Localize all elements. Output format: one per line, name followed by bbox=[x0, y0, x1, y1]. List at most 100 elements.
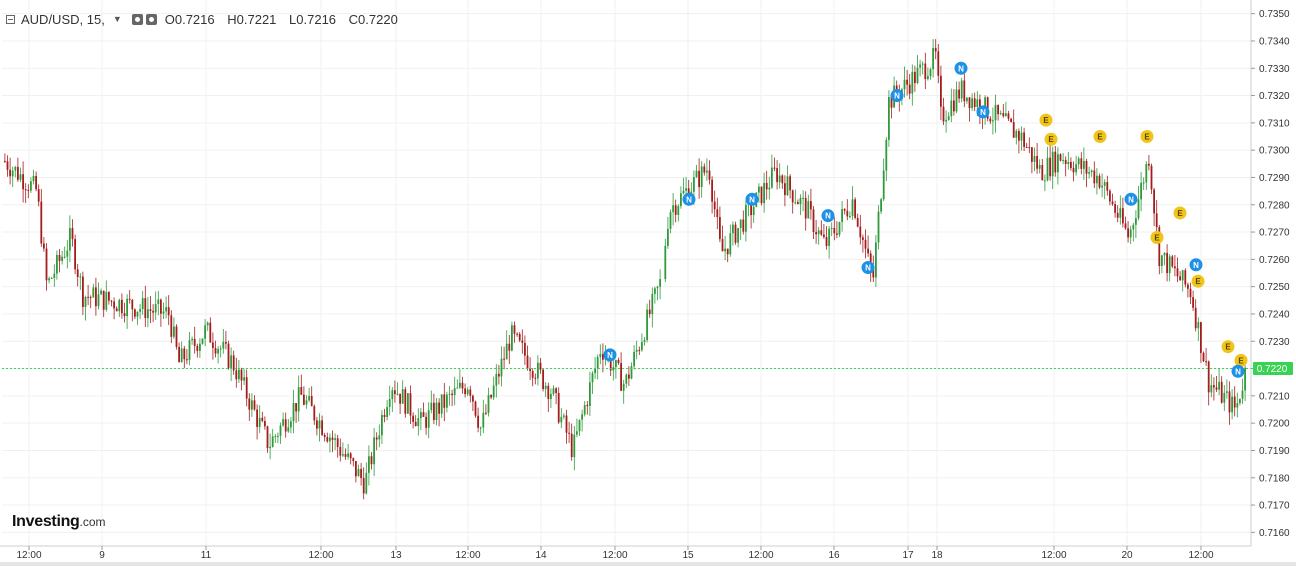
candle bbox=[50, 276, 53, 280]
candle-body bbox=[407, 393, 409, 414]
candle-body bbox=[381, 414, 383, 436]
candle bbox=[368, 445, 370, 486]
candle-body bbox=[1114, 204, 1116, 213]
collapse-icon[interactable] bbox=[6, 14, 15, 24]
candle-body bbox=[310, 396, 313, 407]
news-marker[interactable]: N bbox=[745, 192, 759, 206]
candle-body bbox=[799, 197, 802, 205]
candle bbox=[942, 97, 945, 126]
candle bbox=[282, 412, 284, 427]
candle bbox=[594, 357, 596, 379]
economic-event-marker[interactable]: E bbox=[1140, 130, 1154, 143]
economic-event-marker[interactable]: E bbox=[1234, 353, 1248, 367]
candle bbox=[482, 399, 485, 434]
economic-event-marker[interactable]: E bbox=[1039, 113, 1053, 127]
candle bbox=[646, 303, 648, 343]
candle-body bbox=[386, 407, 388, 418]
candle-body bbox=[838, 221, 841, 235]
news-marker[interactable]: N bbox=[603, 348, 617, 362]
news-marker[interactable]: N bbox=[821, 209, 835, 223]
candle bbox=[1044, 174, 1046, 192]
x-tick-label: 12:00 bbox=[455, 550, 480, 561]
candle-body bbox=[344, 454, 347, 457]
candle-body bbox=[1142, 182, 1145, 184]
candle bbox=[724, 235, 726, 261]
candle-body bbox=[37, 189, 40, 202]
economic-event-marker[interactable]: E bbox=[1150, 231, 1164, 245]
candle-body bbox=[149, 309, 152, 311]
price-axis[interactable] bbox=[1251, 0, 1296, 546]
candle bbox=[472, 394, 474, 411]
candle bbox=[706, 158, 708, 181]
symbol-label[interactable]: AUD/USD, 15, bbox=[21, 11, 105, 27]
candle-body bbox=[1231, 396, 1233, 413]
candle-body bbox=[724, 248, 726, 252]
candle bbox=[513, 321, 516, 343]
candle bbox=[303, 386, 305, 406]
candle-body bbox=[578, 419, 581, 432]
candle bbox=[160, 298, 162, 327]
news-marker[interactable]: N bbox=[1124, 192, 1138, 206]
candle-body bbox=[303, 394, 305, 405]
candle bbox=[882, 158, 885, 202]
economic-event-marker[interactable]: E bbox=[1093, 130, 1107, 143]
candle bbox=[459, 369, 461, 390]
candle-body bbox=[659, 279, 661, 287]
candle-body bbox=[74, 239, 76, 270]
candle bbox=[1049, 144, 1051, 181]
economic-event-marker[interactable]: E bbox=[1173, 206, 1187, 220]
time-axis-labels: 12:00 9 11 12:00 13 12:00 14 12:00 15 12:00 16 17 18… bbox=[16, 546, 1214, 561]
candle bbox=[664, 238, 667, 283]
candle-body bbox=[919, 64, 921, 68]
candle bbox=[251, 393, 253, 417]
candle-body bbox=[69, 228, 71, 251]
news-marker[interactable]: N bbox=[1189, 258, 1203, 272]
candle-body bbox=[1031, 147, 1033, 162]
candle bbox=[274, 433, 277, 443]
candle bbox=[417, 408, 420, 436]
candle-body bbox=[27, 189, 30, 191]
candle bbox=[622, 379, 625, 404]
candle bbox=[997, 104, 999, 121]
candle bbox=[1163, 252, 1166, 266]
economic-event-marker[interactable]: E bbox=[1191, 274, 1205, 288]
economic-event-marker[interactable]: E bbox=[1044, 132, 1058, 146]
candle-body bbox=[391, 390, 394, 400]
candle bbox=[932, 39, 934, 78]
candle bbox=[799, 194, 802, 216]
eye-icon[interactable] bbox=[131, 13, 143, 25]
candle-body bbox=[466, 389, 469, 395]
news-marker-bg bbox=[1231, 364, 1245, 378]
candle-body bbox=[921, 63, 924, 65]
candle-body bbox=[971, 98, 973, 109]
candle bbox=[27, 184, 30, 199]
candle bbox=[1041, 159, 1044, 181]
candle bbox=[916, 55, 919, 85]
candle-body bbox=[825, 237, 828, 246]
candle bbox=[1075, 155, 1077, 176]
candle-body bbox=[573, 434, 576, 458]
gear-icon[interactable] bbox=[145, 13, 157, 25]
candle-body bbox=[230, 355, 232, 368]
economic-event-marker[interactable]: E bbox=[1221, 340, 1235, 354]
candle-body bbox=[225, 341, 227, 344]
candle bbox=[414, 415, 417, 427]
candle-body bbox=[997, 104, 999, 115]
candle-body bbox=[524, 342, 526, 356]
news-marker[interactable]: N bbox=[976, 105, 990, 119]
scroll-track[interactable] bbox=[0, 562, 1296, 566]
candle bbox=[219, 345, 222, 358]
news-marker[interactable]: N bbox=[861, 261, 875, 275]
news-marker[interactable]: N bbox=[890, 89, 904, 103]
chevron-down-icon[interactable]: ▼ bbox=[112, 14, 122, 24]
news-marker[interactable]: N bbox=[682, 192, 696, 206]
news-marker[interactable]: N bbox=[1231, 364, 1245, 378]
time-axis[interactable] bbox=[0, 546, 1296, 566]
candle bbox=[212, 332, 214, 360]
news-marker[interactable]: N bbox=[954, 61, 968, 75]
candle-body bbox=[771, 167, 773, 188]
candle-body bbox=[253, 400, 256, 410]
candle bbox=[56, 250, 58, 280]
